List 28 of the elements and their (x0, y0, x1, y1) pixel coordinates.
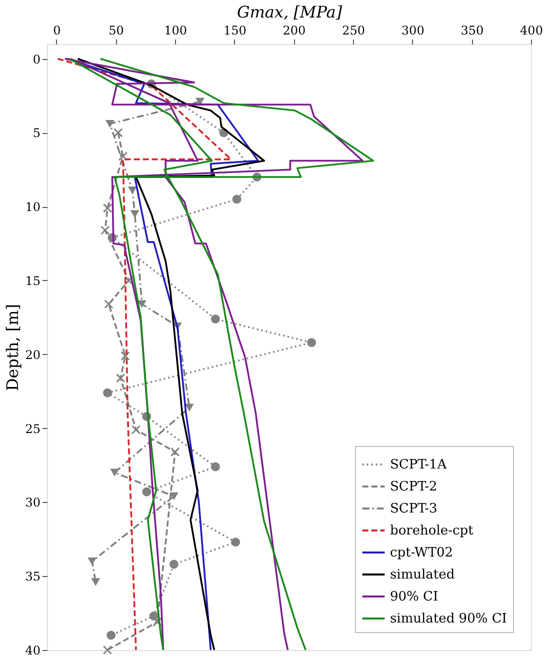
x-tick-label: 350 (460, 24, 484, 38)
x-tick-label: 400 (520, 24, 543, 38)
x-tick-label: 0 (53, 24, 61, 38)
legend-label: SCPT-2 (390, 480, 438, 494)
x-tick-label: 200 (282, 24, 306, 38)
legend-label: borehole-cpt (390, 524, 474, 538)
y-tick-label: 40 (25, 644, 40, 658)
y-tick-label: 30 (25, 496, 40, 510)
legend-label: SCPT-1A (390, 458, 448, 472)
y-tick-label: 10 (25, 200, 40, 214)
y-tick-label: 25 (25, 422, 40, 436)
legend-label: SCPT-3 (390, 502, 438, 516)
x-tick-label: 150 (223, 24, 246, 38)
y-axis-title: Depth, [m] (3, 304, 22, 392)
legend-label: cpt-WT02 (390, 546, 454, 560)
x-tick-label: 50 (108, 24, 124, 38)
legend-label: simulated 90% CI (390, 612, 507, 626)
x-tick-label: 300 (401, 24, 424, 38)
x-tick-label: 250 (342, 24, 366, 38)
legend-label: 90% CI (390, 590, 438, 604)
y-tick-label: 15 (25, 274, 40, 288)
legend-label: simulated (390, 568, 455, 582)
y-tick-label: 0 (32, 52, 40, 66)
x-axis-title: Gmax, [MPa] (236, 2, 343, 22)
x-tick-label: 100 (164, 24, 188, 38)
y-tick-label: 35 (25, 570, 40, 584)
y-tick-label: 5 (32, 126, 40, 140)
y-tick-label: 20 (25, 348, 40, 362)
